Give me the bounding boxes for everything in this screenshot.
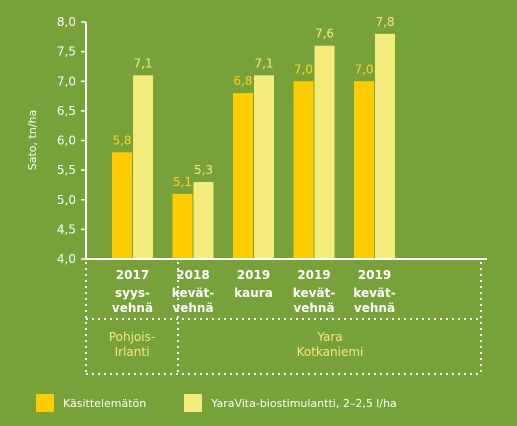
y-tick-label: 4,0 — [57, 252, 76, 266]
y-tick-label: 6,0 — [57, 134, 76, 148]
bar — [293, 81, 314, 258]
category-year-label: 2017 — [116, 268, 149, 282]
legend-swatch-untreated — [36, 394, 54, 412]
category-crop-label: vehnä — [354, 301, 395, 315]
y-tick-label: 5,0 — [57, 193, 76, 207]
legend-swatch-yaravita — [184, 394, 203, 412]
bar-value-label: 7,1 — [254, 56, 273, 70]
category-crop-label: kevät- — [172, 286, 214, 300]
bar-value-label: 5,3 — [194, 163, 213, 177]
category-crop-label: vehnä — [293, 301, 334, 315]
bar — [233, 93, 253, 258]
category-crop-label: syys- — [115, 286, 150, 300]
bar — [112, 152, 132, 258]
bar-value-label: 6,8 — [233, 74, 252, 88]
y-tick-label: 5,5 — [57, 163, 76, 177]
bar-value-label: 7,0 — [354, 62, 373, 76]
bar-value-label: 5,8 — [112, 133, 131, 147]
bar — [193, 181, 214, 258]
category-crop-label: kevät- — [293, 286, 335, 300]
y-tick-label: 4,5 — [57, 222, 76, 236]
legend-label-yaravita: YaraVita-biostimulantti, 2–2,5 l/ha — [211, 396, 397, 410]
bar — [254, 75, 274, 258]
category-crop-label: vehnä — [172, 301, 213, 315]
legend-item-untreated: Käsittelemätön — [36, 394, 146, 412]
bar — [375, 33, 395, 258]
bar — [354, 81, 374, 258]
category-year-label: 2019 — [297, 268, 330, 282]
bar-value-label: 7,8 — [375, 15, 394, 29]
category-labels: 2017 syys-vehnä 2018 kevät-vehnä 2019 kaura 20… — [112, 268, 396, 315]
legend-label-untreated: Käsittelemätön — [63, 396, 147, 410]
bar — [172, 193, 193, 258]
bar — [133, 75, 153, 258]
category-crop-label: kaura — [234, 286, 273, 300]
y-tick-label: 6,5 — [57, 104, 76, 118]
group-label: Kotkaniemi — [297, 345, 364, 359]
y-axis-label: Sato, tn/ha — [26, 110, 39, 170]
bar-value-label: 7,6 — [315, 27, 334, 41]
category-crop-label: vehnä — [112, 301, 153, 315]
group-label: Irlanti — [115, 345, 150, 359]
group-label: Pohjois- — [109, 330, 155, 344]
y-tick-label: 7,0 — [57, 74, 76, 88]
bar-value-label: 7,0 — [294, 62, 313, 76]
legend-item-yaravita: YaraVita-biostimulantti, 2–2,5 l/ha — [184, 394, 397, 412]
category-year-label: 2018 — [176, 268, 209, 282]
bar — [314, 45, 335, 259]
y-tick-label: 8,0 — [57, 15, 76, 29]
bar-value-label: 7,1 — [133, 56, 152, 70]
category-year-label: 2019 — [237, 268, 270, 282]
legend: Käsittelemätön YaraVita-biostimulantti, … — [36, 393, 435, 413]
bars: 5,8 5,1 6,8 7,0 7,0 7,1 5,3 7,1 7,6 7,8 — [112, 15, 395, 259]
y-ticks: 4,0 4,5 5,0 5,5 6,0 6,5 7,0 7,5 8,0 — [57, 15, 86, 266]
bar-value-label: 5,1 — [173, 175, 192, 189]
y-tick-label: 7,5 — [57, 45, 76, 59]
category-year-label: 2019 — [358, 268, 391, 282]
group-label: Yara — [316, 330, 342, 344]
category-crop-label: kevät- — [353, 286, 395, 300]
